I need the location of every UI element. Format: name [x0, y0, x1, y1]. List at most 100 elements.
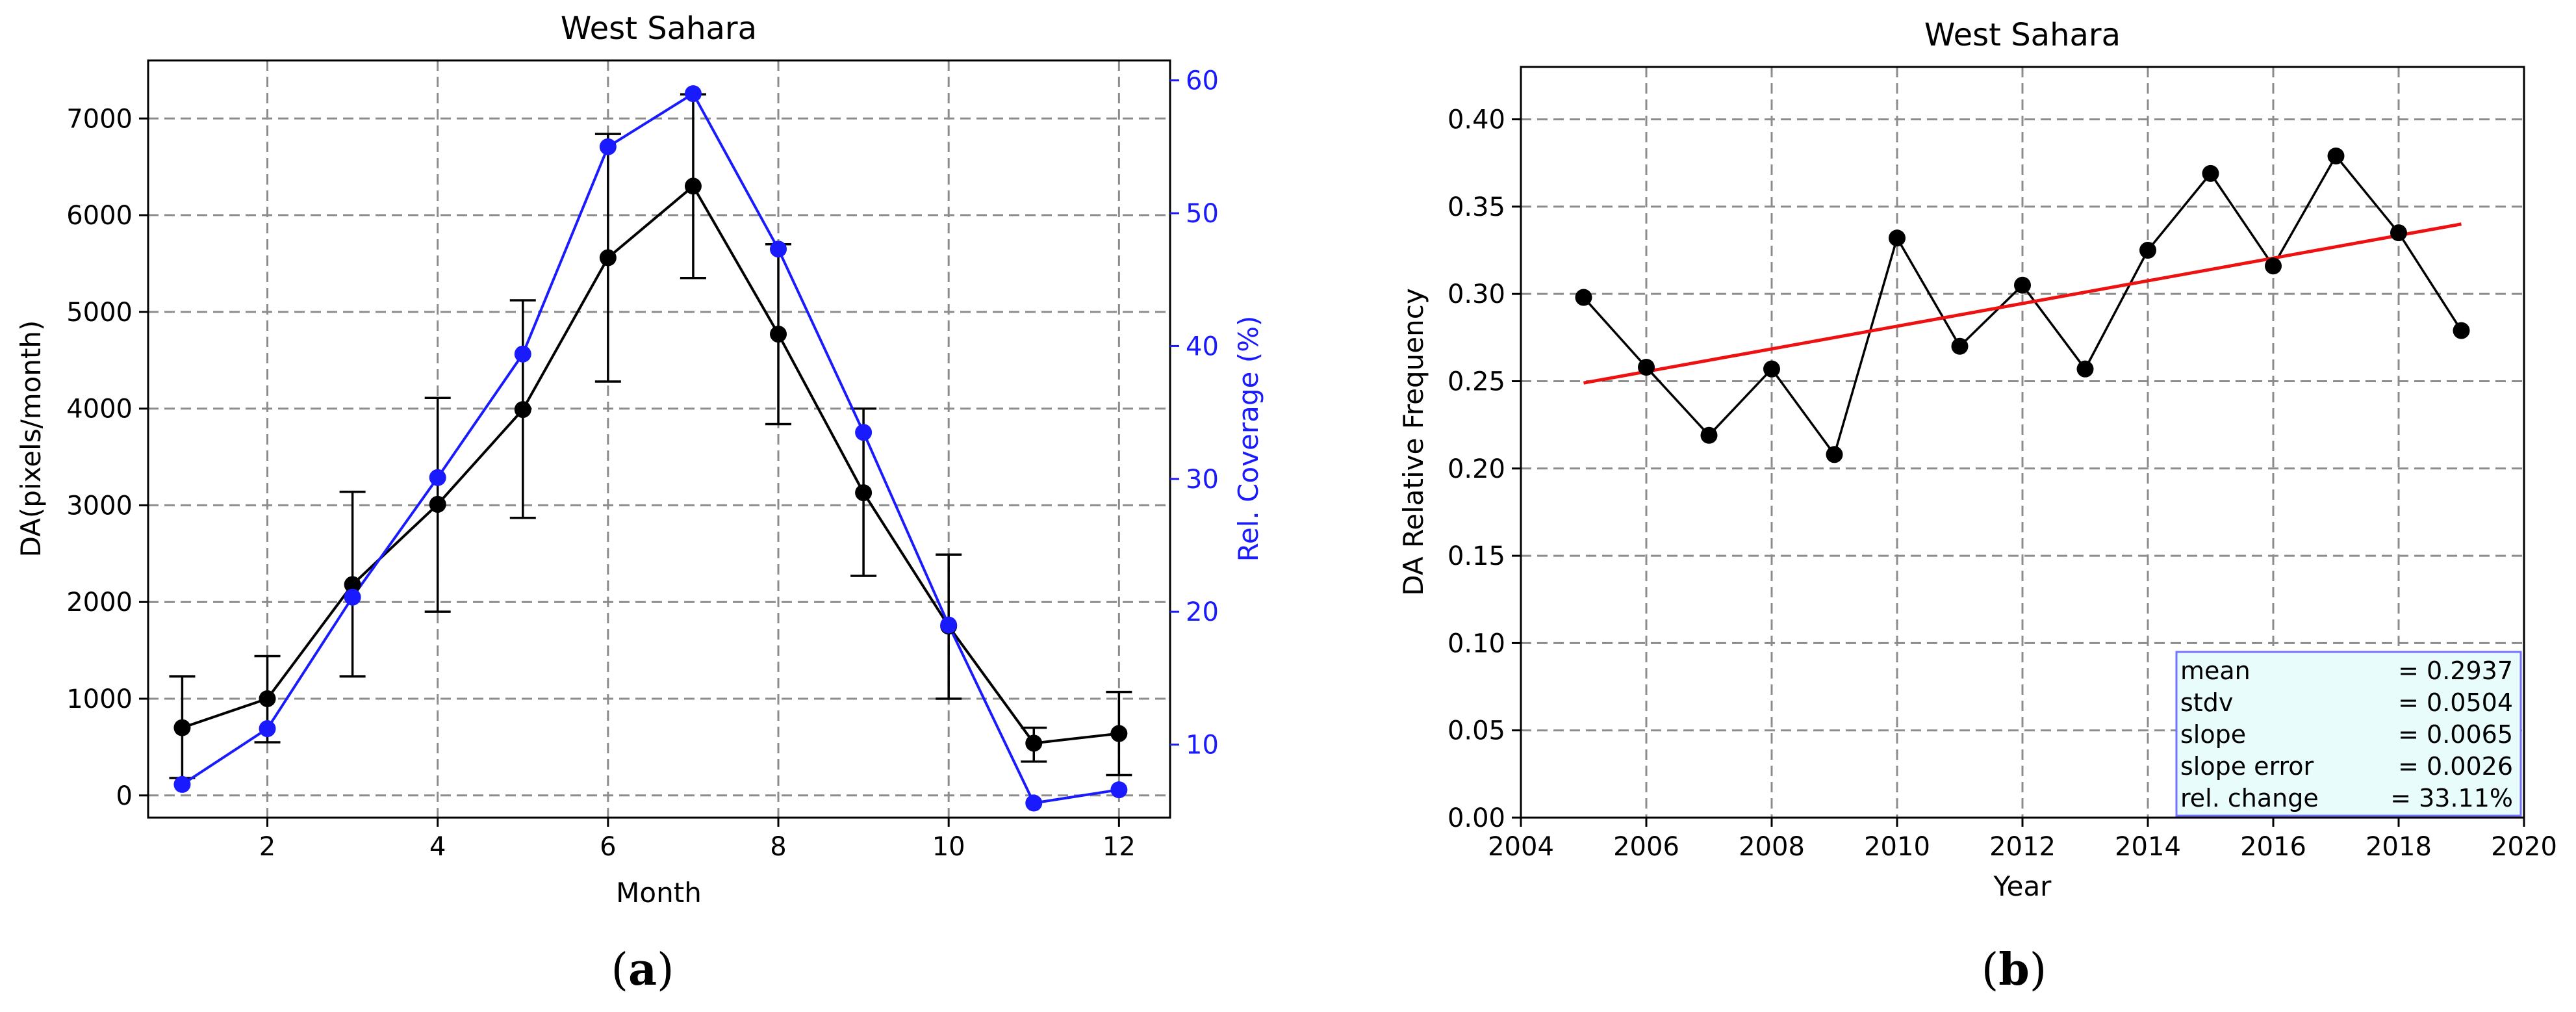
panel-b-caption: (b) [1982, 944, 2047, 996]
panel-b-y-ticks: 0.00 0.05 0.10 0.15 0.20 0.25 0.30 0.35 0.40 [1447, 105, 1521, 833]
panel-b-points [1575, 147, 2470, 463]
frequency-point [2202, 164, 2219, 182]
y2-tick-label: 60 [1186, 66, 1219, 96]
da-point [1025, 734, 1043, 752]
panel-a-y-ticks: 0 1000 2000 3000 4000 5000 6000 7000 [66, 104, 148, 811]
y-tick-label: 0.30 [1447, 279, 1505, 309]
panel-b-y-label: DA Relative Frequency [1397, 288, 1429, 595]
stats-value: = 0.0065 [2398, 720, 2513, 749]
frequency-point [1951, 337, 1969, 355]
da-point [855, 484, 873, 502]
panel-a-points [173, 85, 1128, 812]
y-tick-label: 6000 [66, 201, 133, 231]
x-tick-label: 2006 [1613, 832, 1679, 862]
y-tick-label: 2000 [66, 588, 133, 617]
panel-a-y2-ticks: 10 20 30 40 50 60 [1170, 66, 1219, 760]
y2-tick-label: 50 [1186, 199, 1219, 229]
x-tick-label: 2018 [2366, 832, 2432, 862]
frequency-point [1575, 289, 1592, 306]
x-tick-label: 2020 [2491, 832, 2557, 862]
frequency-point [2265, 257, 2282, 275]
panel-a-title: West Sahara [561, 10, 757, 47]
da-point [599, 249, 617, 266]
frequency-point [2453, 322, 2470, 339]
x-tick-label: 2004 [1488, 832, 1554, 862]
x-tick-label: 4 [429, 832, 446, 862]
y-tick-label: 0.10 [1447, 629, 1505, 658]
stats-value: = 0.0026 [2398, 752, 2513, 781]
panel-b-title: West Sahara [1924, 17, 2121, 53]
frequency-point [1638, 359, 1655, 376]
coverage-point [1025, 794, 1043, 812]
y-tick-label: 0.00 [1447, 803, 1505, 833]
panel-a-caption-letter: a [628, 944, 657, 996]
x-tick-label: 2010 [1864, 832, 1930, 862]
y-tick-label: 0.05 [1447, 716, 1505, 746]
coverage-point [259, 720, 276, 738]
da-point [173, 719, 191, 736]
panel-a-x-ticks: 2 4 6 8 10 12 [259, 818, 1136, 862]
panel-a-plot-frame [147, 59, 1171, 819]
coverage-point [684, 85, 702, 103]
panel-a-grid [148, 60, 1170, 818]
frequency-point [2327, 147, 2345, 164]
frequency-point [1889, 229, 1906, 247]
stats-value: = 33.11% [2390, 784, 2513, 812]
y-tick-label: 3000 [66, 491, 133, 521]
coverage-point [770, 240, 787, 258]
coverage-point [429, 469, 446, 486]
panel-a-x-label: Month [616, 877, 702, 909]
stats-box-background [2175, 651, 2522, 817]
panel-b-stats-box: mean = 0.2937 stdv = 0.0504 slope = 0.0065 slo… [2175, 651, 2522, 817]
y-tick-label: 0.35 [1447, 192, 1505, 222]
da-point [259, 690, 276, 707]
x-tick-label: 2 [259, 832, 275, 862]
x-tick-label: 8 [770, 832, 786, 862]
y-tick-label: 0.15 [1447, 541, 1505, 571]
da-point [514, 401, 531, 419]
panel-a-caption: (a) [611, 944, 674, 996]
stats-label: stdv [2180, 688, 2233, 717]
y-tick-label: 7000 [66, 104, 133, 134]
stats-value: = 0.2937 [2398, 656, 2513, 685]
y-tick-label: 1000 [66, 684, 133, 714]
frequency-point [2076, 360, 2094, 378]
panel-b-x-ticks: 2004 2006 2008 2010 2012 2014 2016 2018 2020 [1488, 818, 2557, 862]
coverage-point [855, 424, 873, 441]
y2-tick-label: 30 [1186, 465, 1219, 495]
coverage-point [940, 616, 958, 634]
stats-label: slope [2180, 720, 2246, 749]
stats-label: rel. change [2180, 784, 2319, 812]
coverage-point [514, 345, 531, 363]
coverage-point [599, 138, 617, 155]
trend-line [1583, 222, 2462, 385]
panel-b: 2004 2006 2008 2010 2012 2014 2016 2018 2020 0.0… [1397, 17, 2557, 996]
frequency-point [1826, 446, 1843, 463]
x-tick-label: 10 [932, 832, 965, 862]
x-tick-label: 2012 [1989, 832, 2056, 862]
panel-a-y2-label: Rel. Coverage (%) [1232, 316, 1264, 562]
da-point [684, 177, 702, 195]
x-tick-label: 2008 [1739, 832, 1805, 862]
stats-label: mean [2180, 656, 2251, 685]
coverage-line [181, 92, 1119, 805]
frequency-point [1700, 426, 1718, 444]
x-tick-label: 12 [1103, 832, 1136, 862]
y2-tick-label: 20 [1186, 597, 1219, 627]
coverage-point [344, 588, 361, 606]
panel-b-x-label: Year [1993, 870, 2052, 902]
panel-a-y-label: DA(pixels/month) [15, 320, 47, 558]
panel-a-error-bars [169, 93, 1132, 779]
da-point [770, 326, 787, 343]
frequency-point [2390, 224, 2407, 242]
y-tick-label: 5000 [66, 298, 133, 328]
frequency-point [2014, 276, 2031, 294]
y-tick-label: 4000 [66, 395, 133, 424]
da-point [429, 495, 446, 513]
stats-label: slope error [2180, 752, 2314, 781]
da-line [181, 184, 1119, 745]
y-tick-label: 0.25 [1447, 367, 1505, 396]
da-point [1110, 725, 1128, 742]
frequency-point [1763, 360, 1780, 378]
